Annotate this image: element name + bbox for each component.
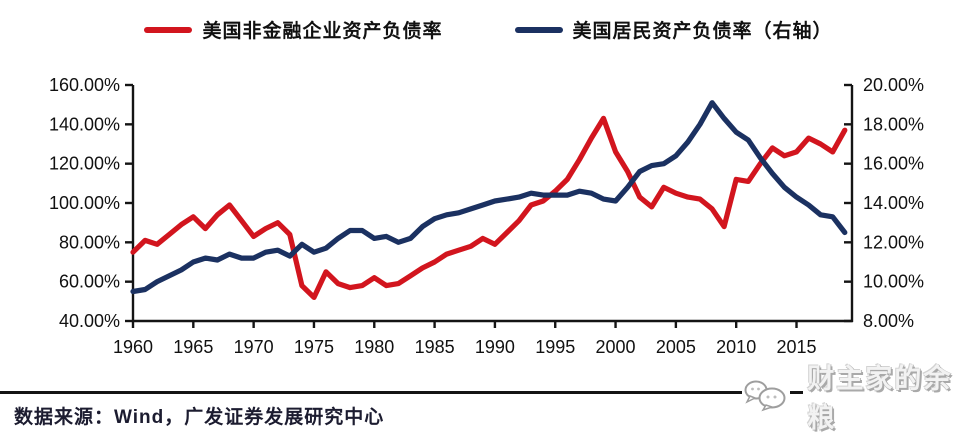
x-tick-label: 2015 [776,337,816,357]
household-leverage-line [130,100,848,295]
y-left-tick-label: 100.00% [49,193,120,213]
x-tick-label: 2010 [716,337,756,357]
corporate-leverage-line [130,115,848,300]
x-tick-label: 1970 [234,337,274,357]
y-right-tick-label: 12.00% [863,232,924,252]
y-left-tick-label: 140.00% [49,114,120,134]
x-tick-label: 1980 [354,337,394,357]
red-line-swatch [144,26,193,33]
x-tick-label: 1975 [294,337,334,357]
y-left-tick-label: 80.00% [59,232,120,252]
y-left-tick-label: 60.00% [59,272,120,292]
data-source-text: 数据来源：Wind，广发证券发展研究中心 [14,407,385,428]
watermark: 财主家的余粮 [742,357,977,435]
x-tick-label: 1960 [113,337,153,357]
legend-label-corporate: 美国非金融企业资产负债率 [202,21,443,42]
navy-line-swatch [514,26,563,33]
x-tick-label: 1990 [475,337,515,357]
y-right-tick-label: 10.00% [863,272,924,292]
legend-label-household: 美国居民资产负债率（右轴） [572,21,833,42]
x-tick-label: 2005 [656,337,696,357]
line-chart: 160.00% 140.00% 120.00% 100.00% 80.00% 60.00%… [49,75,924,357]
x-tick-label: 1965 [173,337,213,357]
y-right-tick-label: 16.00% [863,154,924,174]
legend-item-household: 美国居民资产负债率（右轴） [514,16,833,43]
y-right-tick-label: 20.00% [863,75,924,95]
x-tick-label: 1985 [415,337,455,357]
y-left-tick-label: 40.00% [59,311,120,331]
x-tick-label: 1995 [535,337,575,357]
legend-item-corporate: 美国非金融企业资产负债率 [144,16,442,43]
y-left-tick-label: 160.00% [49,75,120,95]
x-tick-label: 2000 [596,337,636,357]
y-right-tick-label: 14.00% [863,193,924,213]
legend: 美国非金融企业资产负债率 美国居民资产负债率（右轴） [0,16,977,43]
y-left-tick-label: 120.00% [49,154,120,174]
watermark-text: 财主家的余粮 [803,357,977,435]
chat-bubbles-icon [742,378,790,414]
y-right-tick-label: 18.00% [863,114,924,134]
y-right-tick-label: 8.00% [863,311,914,331]
footer-divider [0,391,977,394]
watermark-gap [790,374,803,418]
